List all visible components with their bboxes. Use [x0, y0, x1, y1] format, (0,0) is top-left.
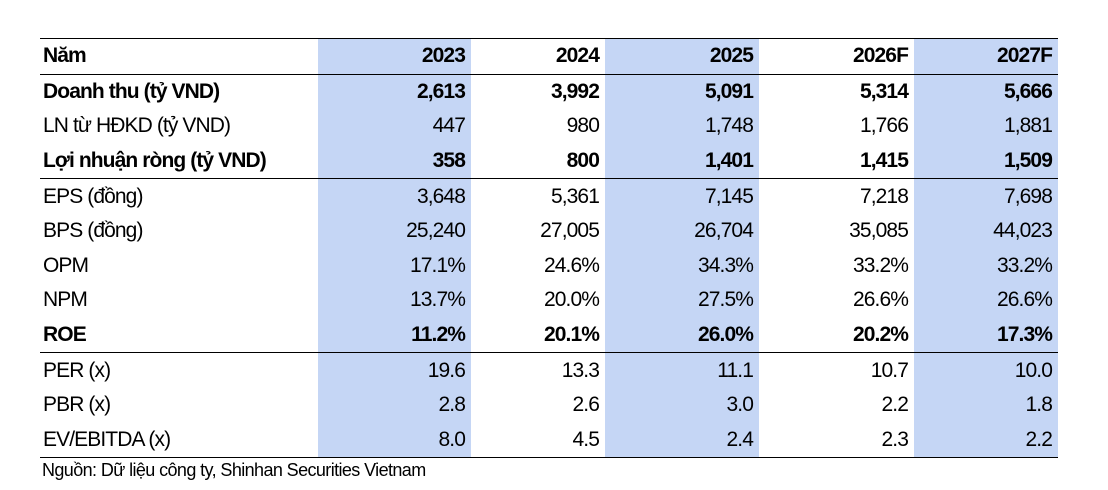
table-cell: 13.7%	[318, 283, 471, 318]
table-cell: 11.1	[605, 353, 759, 388]
row-label: PER (x)	[43, 358, 111, 382]
table-row-npm: NPM 13.7% 20.0% 27.5% 26.6% 26.6%	[40, 283, 1058, 318]
table-cell: 1,509	[914, 143, 1058, 179]
table-row-net-profit: Lợi nhuận ròng (tỷ VND) 358 800 1,401 1,…	[40, 143, 1058, 179]
table-cell: 10.7	[870, 358, 909, 382]
table-cell: 27,005	[540, 219, 600, 243]
table-cell: 27.5%	[605, 283, 759, 318]
row-label: EPS (đồng)	[43, 184, 143, 208]
header-year-2025: 2025	[605, 39, 759, 74]
table-cell: 3,992	[550, 79, 600, 103]
row-label: NPM	[43, 288, 88, 312]
table-cell: 2.2	[914, 422, 1058, 458]
table-cell: 5,091	[605, 74, 759, 110]
table-cell: 10.0	[914, 353, 1058, 388]
table-cell: 19.6	[318, 353, 471, 388]
table-cell: 26,704	[605, 213, 759, 249]
table-cell: 1,881	[914, 109, 1058, 144]
table-cell: 2,613	[318, 74, 471, 110]
table-cell: 7,145	[605, 179, 759, 214]
table-cell: 3,648	[318, 179, 471, 214]
table-cell: 2.2	[881, 393, 909, 417]
row-label: EV/EBITDA (x)	[43, 427, 171, 451]
row-label: LN từ HĐKD (tỷ VND)	[43, 114, 231, 138]
table-cell: 1,748	[605, 109, 759, 144]
table-row-ev-ebitda: EV/EBITDA (x) 8.0 4.5 2.4 2.3 2.2	[40, 422, 1058, 459]
table-row-pbr: PBR (x) 2.8 2.6 3.0 2.2 1.8	[40, 387, 1058, 423]
table-row-per: PER (x) 19.6 13.3 11.1 10.7 10.0	[40, 352, 1058, 388]
table-row-eps: EPS (đồng) 3,648 5,361 7,145 7,218 7,698	[40, 178, 1058, 214]
row-label: Lợi nhuận ròng (tỷ VND)	[43, 149, 267, 173]
table-cell: 5,361	[550, 184, 600, 208]
table-cell: 17.3%	[914, 317, 1058, 353]
table-cell: 1,401	[605, 143, 759, 179]
table-cell: 26.6%	[852, 288, 909, 312]
table-row-bps: BPS (đồng) 25,240 27,005 26,704 35,085 4…	[40, 213, 1058, 249]
table-cell: 1,766	[859, 114, 909, 138]
header-year-2024: 2024	[555, 44, 600, 68]
table-cell: 2.8	[318, 387, 471, 423]
table-cell: 11.2%	[318, 317, 471, 353]
table-cell: 4.5	[572, 427, 600, 451]
table-row-opm: OPM 17.1% 24.6% 34.3% 33.2% 33.2%	[40, 248, 1058, 284]
table-cell: 35,085	[849, 219, 909, 243]
table-cell: 13.3	[561, 358, 600, 382]
table-cell: 7,698	[914, 179, 1058, 214]
table-cell: 7,218	[859, 184, 909, 208]
table-cell: 3.0	[605, 387, 759, 423]
table-cell: 24.6%	[543, 253, 600, 277]
table-cell: 34.3%	[605, 248, 759, 284]
table-row-revenue: Doanh thu (tỷ VND) 2,613 3,992 5,091 5,3…	[40, 73, 1058, 110]
table-cell: 20.2%	[852, 323, 909, 347]
table-cell: 44,023	[914, 213, 1058, 249]
table-cell: 20.0%	[543, 288, 600, 312]
table-cell: 447	[318, 109, 471, 144]
table-cell: 26.0%	[605, 317, 759, 353]
table-cell: 980	[566, 114, 600, 138]
table-cell: 2.4	[605, 422, 759, 458]
table-cell: 8.0	[318, 422, 471, 458]
header-year-2027f: 2027F	[914, 39, 1058, 74]
header-year-2023: 2023	[318, 39, 471, 74]
table-cell: 2.6	[572, 393, 600, 417]
table-cell: 20.1%	[543, 323, 600, 347]
table-cell: 800	[566, 149, 600, 173]
table-cell: 33.2%	[914, 248, 1058, 284]
row-label: Doanh thu (tỷ VND)	[43, 79, 220, 103]
header-year-2026f: 2026F	[852, 44, 909, 68]
table-cell: 2.3	[881, 427, 909, 451]
row-label: OPM	[43, 253, 89, 277]
table-cell: 17.1%	[318, 248, 471, 284]
table-cell: 1.8	[914, 387, 1058, 423]
table-cell: 25,240	[318, 213, 471, 249]
row-label: PBR (x)	[43, 393, 111, 417]
table-cell: 1,415	[859, 149, 909, 173]
table-cell: 5,314	[859, 79, 909, 103]
source-note: Nguồn: Dữ liệu công ty, Shinhan Securiti…	[42, 460, 426, 480]
header-label: Năm	[43, 44, 87, 68]
table-cell: 358	[318, 143, 471, 179]
table-cell: 33.2%	[852, 253, 909, 277]
table-row-roe: ROE 11.2% 20.1% 26.0% 20.2% 17.3%	[40, 317, 1058, 353]
row-label: ROE	[43, 323, 87, 347]
table-row-operating-profit: LN từ HĐKD (tỷ VND) 447 980 1,748 1,766 …	[40, 109, 1058, 144]
table-header-row: Năm 2023 2024 2025 2026F 2027F	[40, 38, 1058, 74]
table-cell: 26.6%	[914, 283, 1058, 318]
table-cell: 5,666	[914, 74, 1058, 110]
financial-table: Năm 2023 2024 2025 2026F 2027F Doanh thu…	[40, 38, 1058, 459]
row-label: BPS (đồng)	[43, 219, 143, 243]
